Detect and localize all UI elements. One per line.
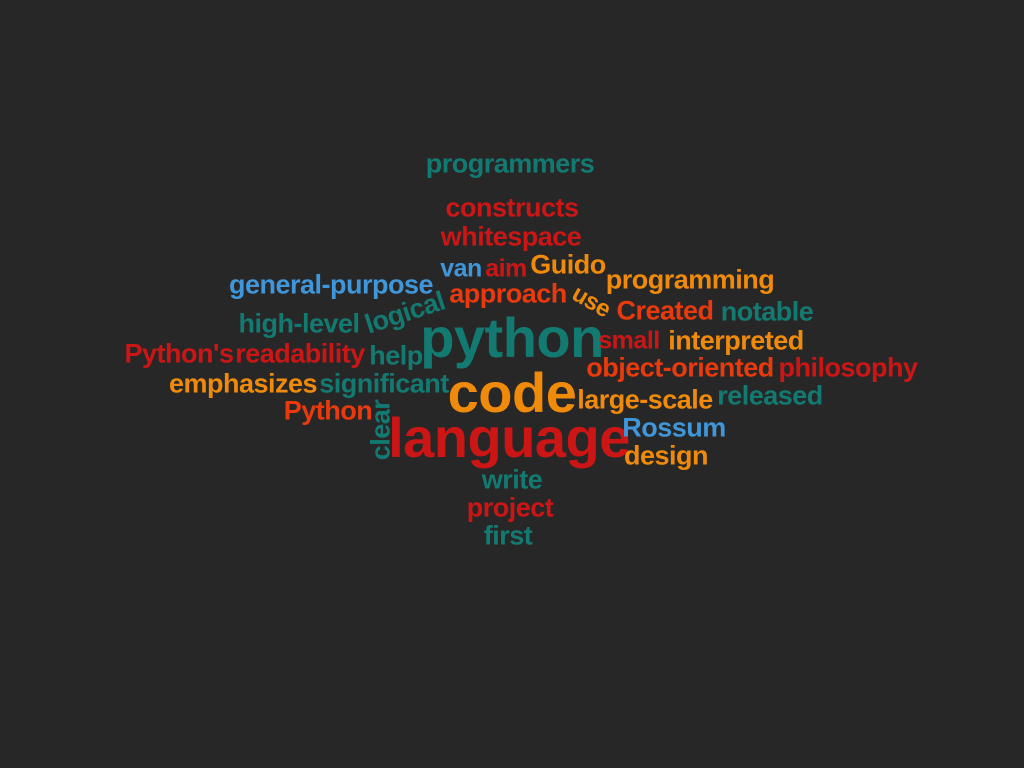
word-first: first <box>483 520 533 551</box>
word-object-oriented: object-oriented <box>586 352 774 383</box>
word-notable: notable <box>720 296 814 327</box>
word-van: van <box>440 254 482 283</box>
word-general-purpose: general-purpose <box>228 269 434 300</box>
word-language: language <box>388 406 630 469</box>
word-python-lower-left: Python <box>283 395 373 426</box>
word-created: Created <box>616 295 714 326</box>
word-high-level: high-level <box>238 308 360 339</box>
word-aim: aim <box>485 254 527 283</box>
word-emphasizes: emphasizes <box>168 368 318 399</box>
word-programming: programming <box>605 264 775 295</box>
word-write: write <box>481 464 543 495</box>
word-rossum: Rossum <box>622 412 726 443</box>
word-large-scale: large-scale <box>577 384 713 415</box>
word-constructs: constructs <box>445 192 579 223</box>
word-design: design <box>623 440 709 471</box>
word-project: project <box>466 492 554 523</box>
word-code: code <box>447 361 577 424</box>
word-guido: Guido <box>530 249 606 280</box>
word-interpreted: interpreted <box>668 325 804 356</box>
word-programmers: programmers <box>425 148 595 179</box>
word-small: small <box>598 326 660 355</box>
word-help: help <box>369 340 423 371</box>
word-whitespace: whitespace <box>440 221 582 252</box>
word-readability: readability <box>235 338 365 369</box>
word-approach: approach <box>449 278 567 309</box>
word-pythons: Python's <box>124 338 234 369</box>
word-python: python <box>420 306 604 369</box>
word-philosophy: philosophy <box>778 352 919 383</box>
word-released: released <box>717 380 823 411</box>
word-significant: significant <box>319 368 449 399</box>
